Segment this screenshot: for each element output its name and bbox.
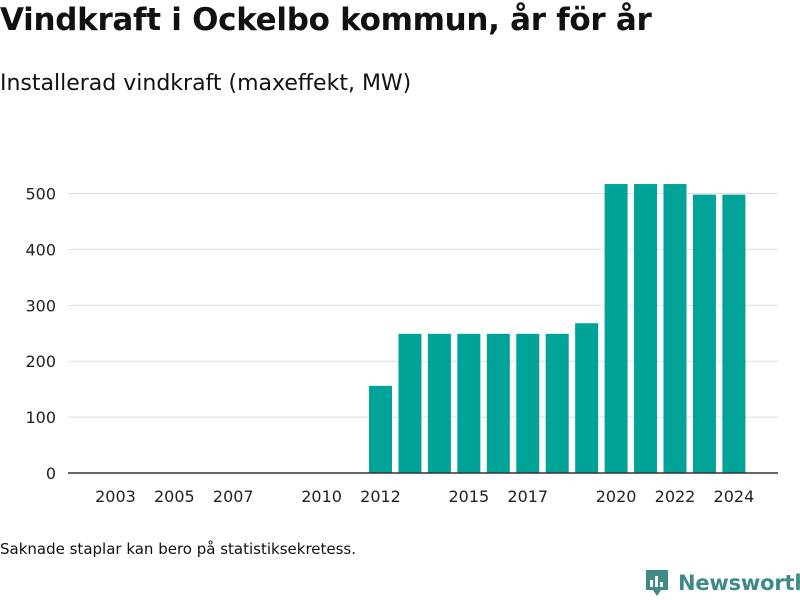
x-tick-label: 2012 — [360, 487, 401, 506]
bar-2013 — [398, 333, 422, 473]
bar-2016 — [486, 333, 510, 473]
x-tick-label: 2020 — [596, 487, 637, 506]
bar-2018 — [545, 333, 569, 473]
x-tick-label: 2024 — [714, 487, 755, 506]
bar-2017 — [516, 333, 540, 473]
gridlines — [68, 193, 778, 418]
bar-2024 — [722, 194, 746, 473]
y-tick-label: 500 — [25, 185, 56, 204]
bar-2020 — [604, 184, 628, 473]
x-tick-label: 2010 — [301, 487, 342, 506]
x-tick-label: 2022 — [655, 487, 696, 506]
bar-2012 — [369, 385, 392, 473]
x-tick-label: 2005 — [154, 487, 195, 506]
newsworthy-logo: Newsworthy — [644, 568, 800, 598]
x-tick-label: 2003 — [95, 487, 136, 506]
chart-title: Vindkraft i Ockelbo kommun, år för år — [0, 2, 652, 38]
x-tick-label: 2015 — [448, 487, 489, 506]
y-tick-label: 400 — [25, 240, 56, 259]
bar-chart: 0 100 200 300 400 500 2003 2005 2007 2010 2012 201… — [25, 184, 778, 506]
bar-2015 — [457, 333, 481, 473]
bars — [369, 184, 746, 473]
bar-2019 — [575, 323, 599, 473]
bar-2014 — [427, 333, 451, 473]
x-tick-label: 2007 — [213, 487, 254, 506]
brand-name: Newsworthy — [678, 571, 800, 595]
chart-subtitle: Installerad vindkraft (maxeffekt, MW) — [0, 71, 412, 96]
bar-2022 — [663, 184, 687, 473]
newsworthy-icon — [646, 570, 668, 596]
footnote: Saknade staplar kan bero på statistiksek… — [0, 540, 357, 558]
y-tick-label: 200 — [25, 352, 56, 371]
y-tick-label: 300 — [25, 296, 56, 315]
y-tick-label: 0 — [46, 464, 56, 483]
bar-2021 — [634, 184, 658, 473]
x-tick-label: 2017 — [507, 487, 548, 506]
y-tick-label: 100 — [25, 408, 56, 427]
bar-2023 — [692, 194, 716, 473]
y-tick-labels: 0 100 200 300 400 500 — [25, 185, 56, 483]
x-tick-labels: 2003 2005 2007 2010 2012 2015 2017 2020 2022 2024 — [95, 487, 754, 506]
